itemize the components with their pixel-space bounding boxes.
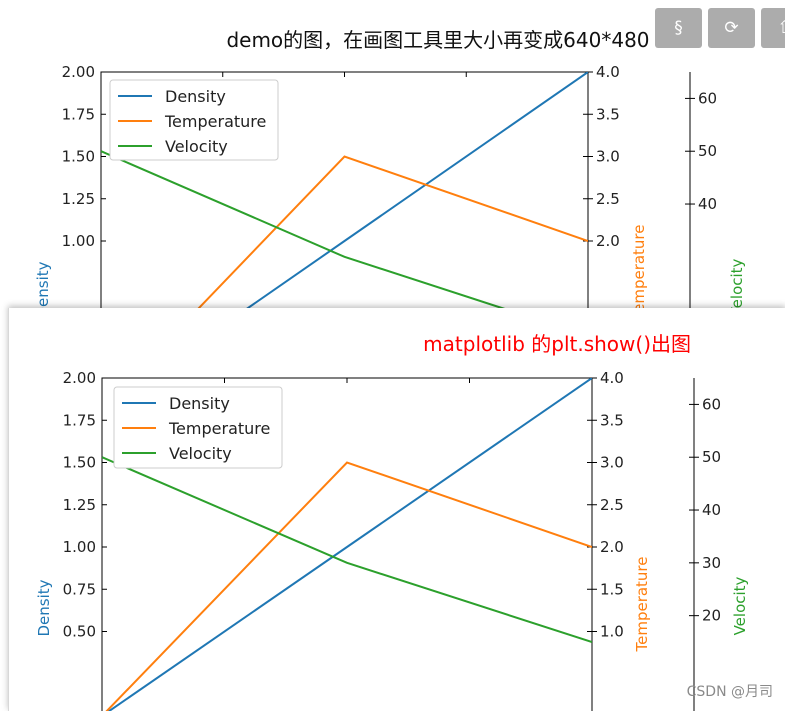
legend-label: Temperature (168, 419, 270, 438)
legend: Density Temperature Velocity (113, 386, 283, 469)
y-tick-label: 4.0 (600, 369, 624, 387)
y-tick-label: 2.5 (596, 190, 620, 208)
right1-axis-title: Temperature (630, 224, 648, 310)
y-tick-label: 3.0 (596, 148, 620, 166)
chart-panel-pltshow: matplotlib 的plt.show()出图 2.00 1.75 1.50 1.25… (8, 308, 785, 711)
legend-label: Velocity (169, 444, 232, 463)
y-tick-label: 2.00 (62, 63, 95, 81)
legend-box (109, 79, 279, 161)
left-axis-title: Density (35, 579, 53, 636)
section-sign-icon[interactable]: § (655, 8, 702, 48)
y-tick-label: 1.25 (62, 190, 95, 208)
y-tick-label: 1.25 (63, 496, 96, 514)
y-tick-label: 2.0 (596, 232, 620, 250)
y-tick-label: 1.75 (62, 105, 95, 123)
chart-title: demo的图，在画图工具里大小再变成640*480 (226, 28, 649, 52)
y-tick-label: 1.50 (63, 454, 96, 472)
legend-label: Density (165, 87, 226, 106)
left-axis-title: Density (34, 261, 52, 310)
chart-demo: demo的图，在画图工具里大小再变成640*480 2.00 1.75 1.50 1.2… (34, 28, 746, 310)
legend-label: Temperature (164, 112, 266, 131)
upload-icon[interactable]: ⇧ (761, 8, 785, 48)
y-tick-label: 50 (698, 142, 717, 160)
right2-axis-title: Velocity (731, 576, 749, 635)
y-tick-label: 1.0 (600, 623, 624, 641)
watermark: CSDN @月司 (686, 684, 773, 700)
y-tick-label: 1.00 (63, 538, 96, 556)
chart-pltshow: matplotlib 的plt.show()出图 2.00 1.75 1.50 1.25… (35, 332, 749, 711)
series-line-density (107, 378, 592, 711)
series-line-temperature (195, 155, 588, 310)
y-tick-label: 20 (702, 607, 721, 625)
series-line-velocity (102, 456, 592, 644)
y-tick-label: 30 (702, 554, 721, 572)
y-tick-label: 60 (702, 395, 721, 413)
y-tick-label: 60 (698, 89, 717, 107)
series-line-density (243, 72, 588, 310)
chart-title: matplotlib 的plt.show()出图 (423, 332, 691, 356)
y-tick-label: 1.75 (63, 411, 96, 429)
y-tick-label: 3.5 (600, 411, 624, 429)
y-tick-label: 2.5 (600, 496, 624, 514)
y-tick-label: 2.0 (600, 538, 624, 556)
legend-label: Velocity (165, 137, 228, 156)
y-tick-label: 1.50 (62, 148, 95, 166)
legend-label: Density (169, 394, 230, 413)
y-tick-label: 1.5 (600, 580, 624, 598)
y-tick-label: 50 (702, 448, 721, 466)
legend: Density Temperature Velocity (109, 79, 279, 161)
right1-axis-title: Temperature (633, 556, 651, 652)
refresh-icon[interactable]: ⟳ (708, 8, 755, 48)
chart-panel-demo: demo的图，在画图工具里大小再变成640*480 2.00 1.75 1.50 1.2… (0, 0, 785, 310)
y-tick-label: 3.0 (600, 454, 624, 472)
legend-box (113, 386, 283, 469)
y-tick-label: 3.5 (596, 105, 620, 123)
y-tick-label: 4.0 (596, 63, 620, 81)
y-tick-label: 40 (702, 501, 721, 519)
y-tick-label: 2.00 (63, 369, 96, 387)
y-tick-label: 0.50 (63, 623, 96, 641)
series-line-temperature (105, 461, 592, 711)
y-tick-label: 0.75 (63, 580, 96, 598)
right2-axis-title: Velocity (728, 258, 746, 310)
y-tick-label: 1.00 (62, 232, 95, 250)
y-tick-label: 40 (698, 195, 717, 213)
series-line-velocity (101, 150, 512, 310)
